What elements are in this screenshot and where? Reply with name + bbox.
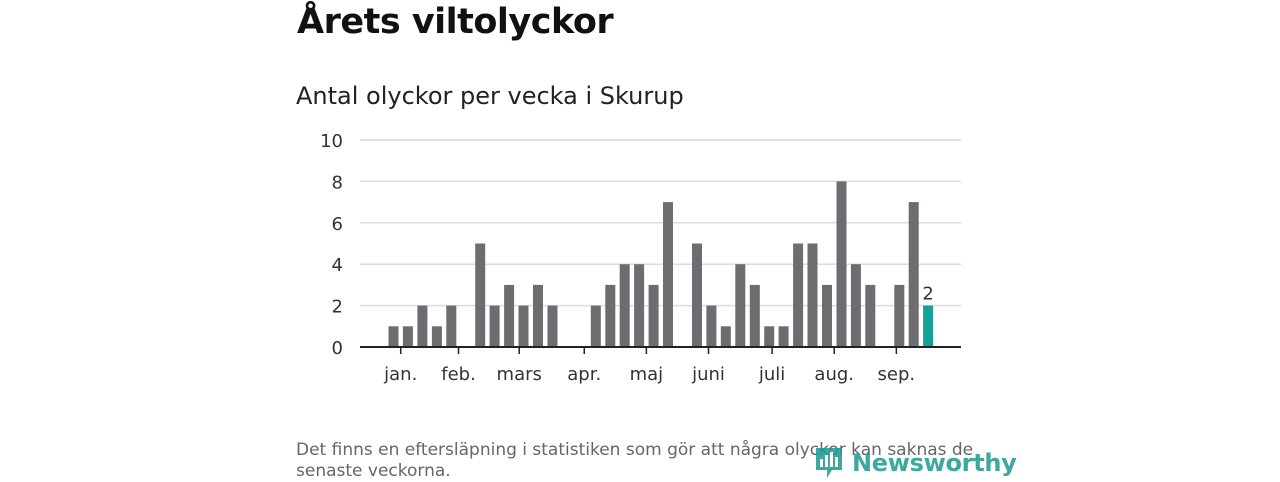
- y-tick-label: 8: [332, 172, 343, 193]
- newsworthy-logo: Newsworthy: [814, 446, 1017, 480]
- bar: [793, 243, 804, 347]
- bar: [605, 284, 616, 347]
- bar: [807, 243, 818, 347]
- y-tick-label: 10: [320, 131, 343, 152]
- x-tick-label: feb.: [441, 364, 476, 385]
- bar: [865, 284, 876, 347]
- y-tick-label: 2: [332, 297, 343, 318]
- y-tick-label: 4: [332, 255, 343, 276]
- bar: [475, 243, 486, 347]
- bar: [822, 284, 832, 347]
- bar: [489, 305, 500, 347]
- x-axis-ticks: jan. feb. mars apr. maj juni juli aug. sep.: [383, 347, 915, 385]
- bar: [706, 305, 717, 347]
- bar: [749, 284, 760, 347]
- bar: [850, 264, 861, 347]
- bar: [431, 326, 442, 347]
- bar: [894, 284, 905, 347]
- highlight-value-label: 2: [922, 284, 933, 305]
- y-tick-label: 0: [332, 338, 343, 359]
- bar: [836, 181, 847, 347]
- x-tick-label: juni: [691, 364, 725, 385]
- bar: [388, 326, 399, 347]
- bar-chart: 0 2 4 6 8 10 jan. feb. mars apr. maj juni juli aug. s…: [320, 131, 961, 385]
- bar: [402, 326, 413, 347]
- bar: [417, 305, 428, 347]
- bar: [518, 305, 529, 347]
- gridlines: [360, 139, 961, 307]
- x-tick-label: juli: [758, 364, 785, 385]
- bar: [619, 264, 630, 347]
- x-tick-label: jan.: [383, 364, 417, 385]
- bar: [648, 284, 659, 347]
- bar: [663, 202, 673, 347]
- x-tick-label: apr.: [567, 364, 601, 385]
- bar: [504, 284, 515, 347]
- x-tick-label: mars: [497, 364, 542, 385]
- bar: [908, 202, 919, 347]
- bar: [590, 305, 601, 347]
- bar: [735, 264, 746, 347]
- bar: [692, 243, 702, 347]
- bar-latest-week: [923, 305, 934, 347]
- x-tick-label: sep.: [878, 364, 916, 385]
- x-tick-label: maj: [630, 364, 664, 385]
- chart-title: Årets viltolyckor: [297, 2, 614, 42]
- bar: [547, 305, 558, 347]
- x-tick-label: aug.: [814, 364, 854, 385]
- bar: [634, 264, 645, 347]
- newsworthy-logo-icon: [816, 448, 842, 478]
- chart-subtitle: Antal olyckor per vecka i Skurup: [296, 82, 684, 110]
- bar: [720, 326, 731, 347]
- footnote: Det finns en eftersläpning i statistiken…: [296, 440, 974, 481]
- bar: [533, 284, 543, 347]
- y-tick-label: 6: [332, 214, 343, 235]
- y-axis-ticks: 0 2 4 6 8 10: [320, 131, 343, 359]
- bars: [388, 181, 934, 347]
- bar: [764, 326, 775, 347]
- bar: [778, 326, 789, 347]
- logo-text: Newsworthy: [852, 449, 1017, 477]
- bar: [446, 305, 457, 347]
